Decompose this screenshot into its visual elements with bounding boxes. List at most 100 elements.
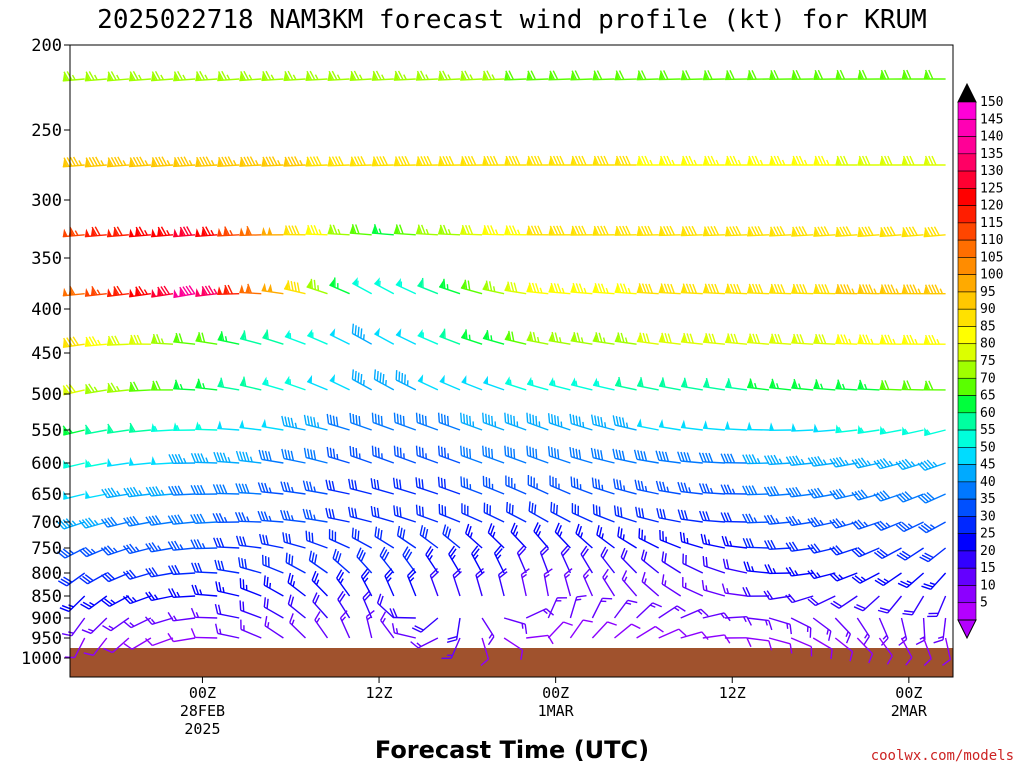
- barb-full-flag: [360, 552, 366, 562]
- barb-full-flag: [851, 549, 860, 558]
- barb-full-flag: [770, 539, 777, 550]
- barb-pennant: [592, 284, 598, 293]
- barb-staff: [526, 634, 549, 639]
- barb-staff: [339, 617, 351, 639]
- barb-staff: [305, 233, 328, 236]
- barb-full-flag: [615, 416, 619, 426]
- barb-full-flag: [898, 638, 907, 646]
- barb-full-flag: [122, 571, 131, 580]
- barb-full-flag: [901, 459, 910, 469]
- barb-full-flag: [556, 225, 562, 236]
- barb-staff: [365, 616, 373, 639]
- barb-full-flag: [191, 562, 196, 573]
- barb-full-flag: [796, 283, 802, 294]
- barb-staff: [637, 488, 659, 495]
- wind-barb: [460, 329, 483, 345]
- barb-full-flag: [821, 284, 827, 294]
- barb-full-flag: [659, 226, 666, 236]
- barb-half-flag: [110, 599, 116, 604]
- wind-barb: [190, 539, 218, 550]
- y-tick-label: 600: [31, 454, 62, 474]
- colorbar-tick-label: 50: [980, 440, 996, 455]
- wind-barb: [261, 156, 284, 167]
- barb-half-flag: [198, 424, 202, 430]
- barb-full-flag: [637, 70, 644, 80]
- colorbar-swatch: [957, 326, 977, 345]
- barb-pennant: [637, 418, 643, 427]
- wind-barb: [79, 572, 108, 585]
- barb-staff: [505, 382, 527, 391]
- wind-barb: [239, 600, 262, 619]
- wind-barb: [526, 70, 549, 81]
- wind-barb: [592, 155, 615, 166]
- barb-full-flag: [683, 452, 688, 462]
- barb-full-flag: [354, 370, 357, 381]
- wind-barb: [857, 284, 880, 295]
- barb-full-flag: [351, 223, 357, 234]
- barb-full-flag: [486, 155, 492, 166]
- barb-full-flag: [260, 511, 266, 521]
- barb-half-flag: [537, 530, 542, 537]
- barb-full-flag: [290, 280, 294, 291]
- barb-full-flag: [240, 156, 246, 167]
- barb-full-flag: [157, 286, 164, 296]
- barb-full-flag: [489, 155, 496, 166]
- barb-pennant: [128, 72, 134, 81]
- barb-full-flag: [889, 226, 896, 236]
- barb-full-flag: [758, 284, 764, 294]
- barb-staff: [283, 78, 306, 82]
- barb-staff: [724, 616, 747, 619]
- barb-staff: [506, 511, 527, 523]
- barb-half-flag: [885, 522, 891, 528]
- barb-staff: [240, 628, 262, 639]
- barb-pennant: [835, 424, 841, 433]
- barb-full-flag: [495, 548, 503, 557]
- barb-full-flag: [59, 520, 68, 529]
- wind-barb: [857, 69, 880, 80]
- wind-barb: [873, 547, 902, 560]
- barb-full-flag: [306, 415, 310, 426]
- barb-full-flag: [173, 71, 180, 81]
- wind-barb: [482, 475, 505, 495]
- barb-half-flag: [666, 486, 670, 493]
- colorbar-swatch: [957, 585, 977, 604]
- barb-full-flag: [287, 594, 292, 605]
- barb-full-flag: [466, 447, 469, 458]
- barb-pennant: [393, 157, 399, 166]
- barb-staff: [658, 291, 681, 295]
- barb-full-flag: [723, 634, 731, 644]
- barb-full-flag: [60, 578, 70, 585]
- barb-half-flag: [838, 426, 843, 433]
- barb-half-flag: [558, 337, 562, 343]
- wind-barb: [658, 332, 681, 345]
- wind-barb: [417, 374, 439, 391]
- barb-full-flag: [723, 453, 729, 464]
- barb-pennant: [879, 425, 885, 435]
- barb-full-flag: [771, 378, 776, 389]
- barb-half-flag: [122, 160, 127, 166]
- barb-full-flag: [439, 224, 445, 235]
- wind-barb: [516, 545, 527, 574]
- barb-pennant: [527, 376, 532, 386]
- wind-barb: [857, 155, 880, 166]
- barb-pennant: [329, 328, 336, 337]
- barb-full-flag: [404, 155, 411, 166]
- barb-half-flag: [544, 573, 550, 579]
- wind-barb: [641, 571, 660, 597]
- wind-barb: [280, 509, 306, 523]
- wind-barb: [167, 514, 196, 525]
- barb-full-flag: [62, 519, 71, 528]
- wind-barb: [504, 155, 527, 166]
- barb-full-flag: [313, 225, 319, 235]
- barb-staff: [791, 462, 814, 466]
- barb-staff: [402, 554, 417, 574]
- barb-full-flag: [467, 525, 472, 536]
- wind-barb: [306, 374, 328, 391]
- barb-full-flag: [354, 529, 357, 540]
- barb-staff: [569, 596, 578, 619]
- barb-full-flag: [257, 510, 263, 521]
- barb-full-flag: [148, 567, 156, 577]
- barb-half-flag: [536, 483, 538, 489]
- barb-full-flag: [415, 445, 418, 456]
- barb-half-flag: [542, 609, 548, 615]
